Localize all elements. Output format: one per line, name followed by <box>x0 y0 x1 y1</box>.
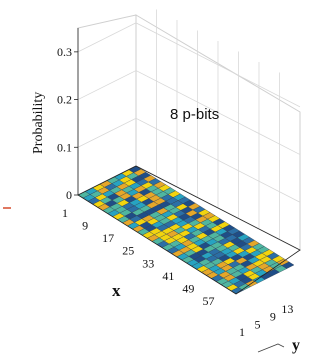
surface-outline <box>77 165 301 295</box>
z-gridline <box>77 70 301 155</box>
x-tick-label: 41 <box>162 269 174 283</box>
y-axis-label: y <box>292 337 300 354</box>
x-tick-labels: 19 17 25 33 41 49 57 <box>62 206 214 308</box>
y-tick-labels: 159 13 <box>239 302 293 339</box>
surface-cell <box>281 261 295 269</box>
x-tick-label: 17 <box>102 231 114 245</box>
y-tick-label: 9 <box>270 310 276 324</box>
x-tick-label: 49 <box>182 281 194 295</box>
z-tick-label: 0.3 <box>57 45 72 59</box>
z-gridline <box>77 22 301 108</box>
x-axis-label: x <box>112 281 121 300</box>
z-gridline <box>77 117 301 203</box>
y-tick-label: 13 <box>281 302 293 316</box>
z-axis-label: Probability <box>31 92 46 154</box>
probability-surface <box>77 165 301 295</box>
left-wall <box>77 14 137 196</box>
x-tick-label: 9 <box>82 219 88 233</box>
y-tick-label: 5 <box>254 317 260 331</box>
z-tick-label: 0.2 <box>57 93 72 107</box>
x-tick-label: 25 <box>122 244 134 258</box>
y-tick-label: 1 <box>239 325 245 339</box>
z-tick-label: 0.1 <box>57 140 72 154</box>
z-tick-labels: 0 0.1 0.2 0.3 <box>57 45 78 202</box>
x-tick-label: 33 <box>142 256 154 270</box>
z-tick-label: 0 <box>66 188 72 202</box>
annotation-label: 8 p-bits <box>170 106 219 123</box>
next-panel-fragment <box>257 343 285 353</box>
x-tick-label: 1 <box>62 206 68 220</box>
x-tick-label: 57 <box>202 294 214 308</box>
